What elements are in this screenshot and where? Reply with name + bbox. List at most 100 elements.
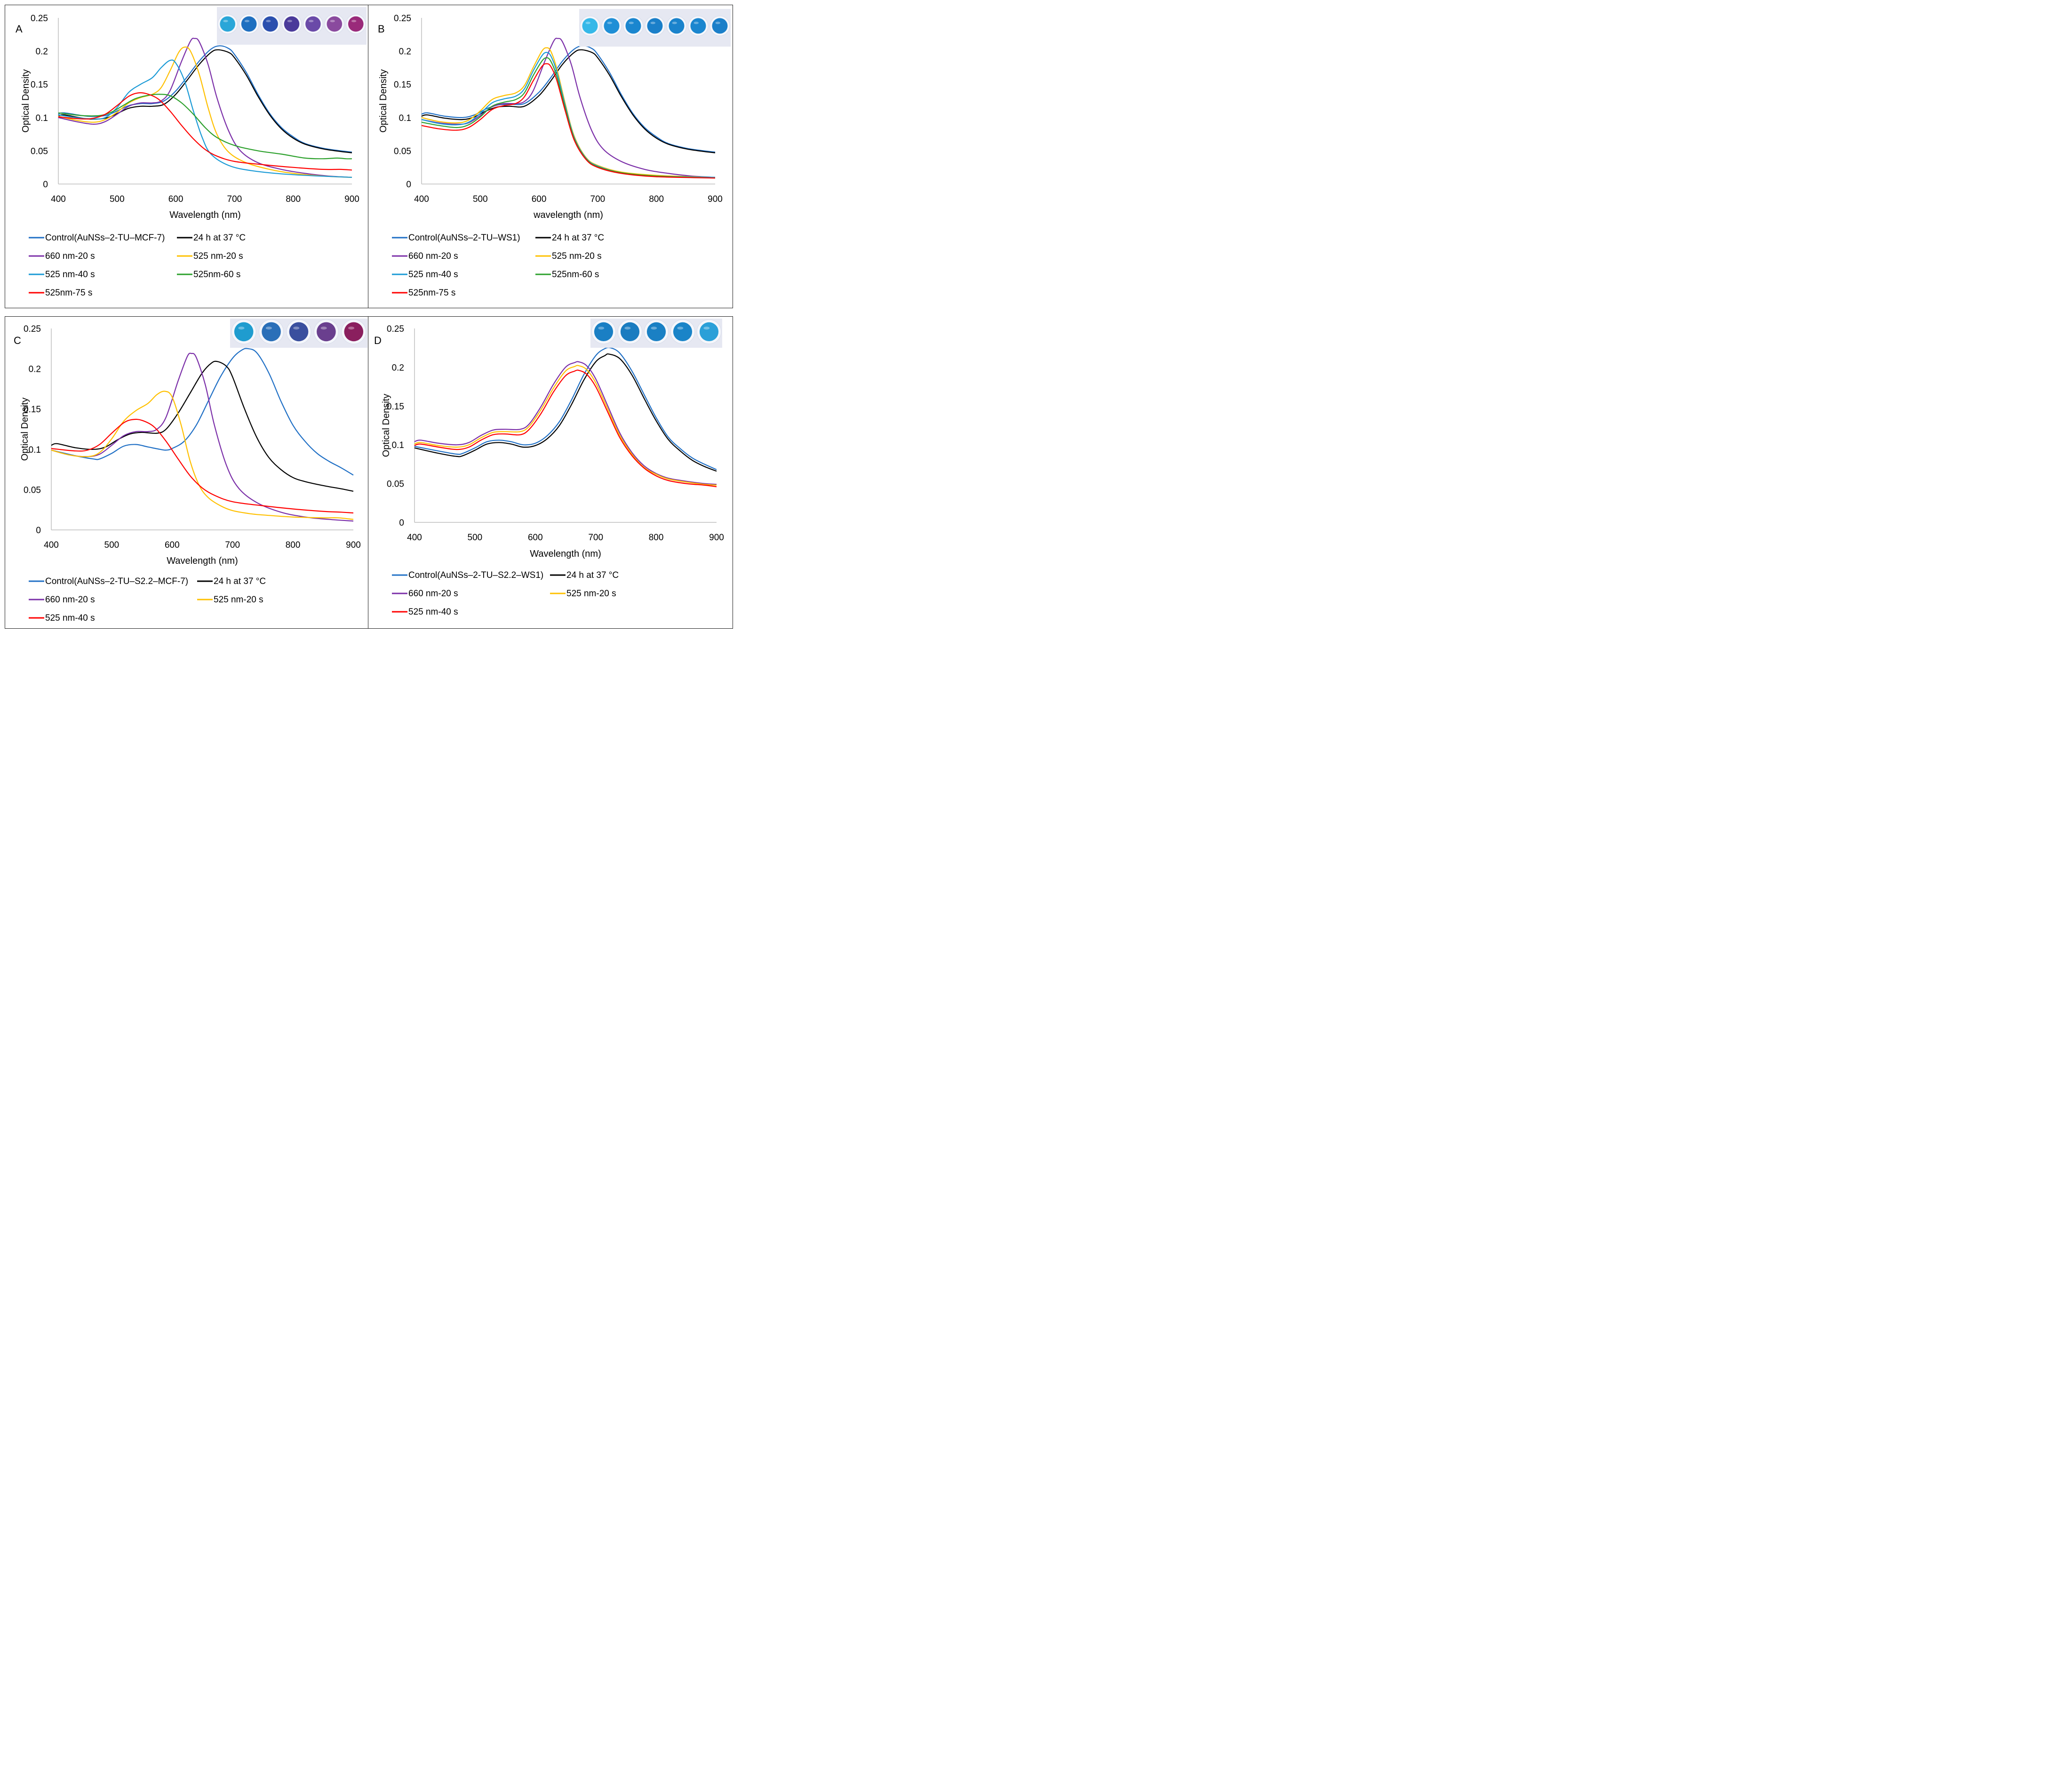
y-tick-label: 0.25	[31, 14, 48, 24]
well-liquid	[234, 322, 254, 342]
series-line	[58, 45, 352, 153]
well-liquid	[646, 322, 666, 341]
y-tick-label: 0.2	[29, 365, 41, 375]
x-axis-title: Wavelength (nm)	[169, 210, 241, 220]
well-highlight	[585, 22, 591, 24]
series-line	[58, 92, 352, 171]
legend-entry: 525 nm-40 s	[408, 607, 458, 617]
series-line	[421, 57, 716, 179]
y-axis-title: Optical Density	[20, 398, 30, 461]
panel-c: C 0 0.05 0.1 0.15 0.2 0.25 400 500 600 700 800 900 Wa…	[5, 316, 369, 629]
x-tick-label: 400	[51, 194, 66, 204]
x-tick-label: 800	[286, 194, 301, 204]
series-line	[414, 365, 717, 486]
y-tick-label: 0.15	[24, 405, 41, 415]
well-highlight	[320, 326, 327, 330]
well-liquid	[647, 18, 663, 34]
x-tick-label: 800	[649, 533, 664, 543]
well-liquid	[348, 16, 364, 32]
legend-entry: 525 nm-40 s	[408, 270, 458, 280]
well-liquid	[699, 322, 719, 341]
legend-entry: Control(AuNSs–2-TU–S2.2–WS1)	[408, 570, 543, 580]
panel-letter: B	[378, 23, 385, 35]
panel-letter: D	[374, 335, 382, 346]
legend-entry: 525 nm-40 s	[45, 270, 95, 280]
well-highlight	[598, 327, 605, 330]
x-tick-label: 900	[708, 194, 723, 204]
well-liquid	[673, 322, 693, 341]
panel-letter: A	[16, 23, 23, 35]
x-tick-label: 700	[225, 540, 240, 550]
series-line	[51, 348, 354, 476]
x-axis-title: wavelength (nm)	[533, 210, 603, 220]
legend-entry: 525nm-75 s	[408, 288, 455, 298]
well-highlight	[266, 20, 271, 23]
well-liquid	[263, 16, 278, 32]
x-tick-label: 400	[407, 533, 422, 543]
y-tick-label: 0	[406, 180, 411, 190]
well-highlight	[672, 22, 677, 24]
panel-letter: C	[14, 335, 21, 346]
y-tick-label: 0	[43, 180, 48, 190]
y-axis-title: Optical Density	[378, 69, 389, 133]
x-tick-label: 400	[44, 540, 59, 550]
well-liquid	[241, 16, 257, 32]
well-liquid	[344, 322, 364, 342]
x-tick-label: 900	[344, 194, 359, 204]
series-line	[421, 49, 716, 153]
series-line	[51, 391, 354, 520]
legend-entry: 24 h at 37 °C	[193, 233, 246, 243]
x-tick-label: 600	[532, 194, 547, 204]
legend-entry: 525nm-60 s	[552, 270, 599, 280]
well-liquid	[305, 16, 321, 32]
series-line	[51, 418, 354, 514]
x-tick-label: 500	[473, 194, 488, 204]
legend-entry: 660 nm-20 s	[408, 589, 458, 599]
well-highlight	[715, 22, 721, 24]
well-highlight	[244, 20, 250, 23]
legend-entry: Control(AuNSs–2-TU–MCF-7)	[45, 233, 165, 243]
x-tick-label: 500	[104, 540, 120, 550]
series-line	[414, 347, 717, 470]
panel-b: B 0 0.05 0.1 0.15 0.2 0.25 400 500 600 700 800 900 wa…	[368, 5, 733, 308]
well-highlight	[223, 20, 228, 23]
series-line	[58, 94, 352, 160]
series-line	[58, 59, 352, 178]
well-highlight	[330, 20, 335, 23]
well-liquid	[625, 18, 641, 34]
panel-a: A 0 0.05 0.1 0.15 0.2 0.25 400 500 600 700 800 900 Wa…	[5, 5, 369, 308]
series-line	[421, 63, 716, 179]
well-highlight	[265, 326, 272, 330]
well-highlight	[677, 327, 684, 330]
well-liquid	[262, 322, 281, 342]
well-liquid	[690, 18, 706, 34]
x-axis-title: Wavelength (nm)	[167, 556, 238, 566]
legend-entry: 24 h at 37 °C	[552, 233, 604, 243]
well-highlight	[629, 22, 634, 24]
well-highlight	[607, 22, 613, 24]
well-liquid	[669, 18, 685, 34]
y-tick-label: 0.05	[31, 146, 48, 156]
well-liquid	[317, 322, 336, 342]
well-liquid	[712, 18, 728, 34]
well-highlight	[309, 20, 314, 23]
y-tick-label: 0.1	[399, 113, 411, 123]
well-liquid	[220, 16, 236, 32]
well-highlight	[624, 327, 631, 330]
y-tick-label: 0	[36, 526, 41, 536]
series-line	[414, 361, 717, 485]
y-tick-label: 0.2	[392, 363, 404, 373]
series-line	[414, 353, 717, 472]
y-tick-label: 0.25	[394, 14, 411, 24]
y-tick-label: 0.1	[392, 440, 404, 450]
well-liquid	[327, 16, 343, 32]
series-line	[58, 49, 352, 153]
legend-entry: 525 nm-20 s	[214, 595, 263, 605]
y-tick-label: 0.25	[387, 324, 404, 334]
series-line	[421, 47, 716, 178]
well-liquid	[604, 18, 620, 34]
legend-entry: 660 nm-20 s	[45, 595, 95, 605]
series-line	[51, 352, 354, 522]
y-axis-title: Optical Density	[381, 394, 391, 457]
y-tick-label: 0.15	[387, 402, 404, 412]
